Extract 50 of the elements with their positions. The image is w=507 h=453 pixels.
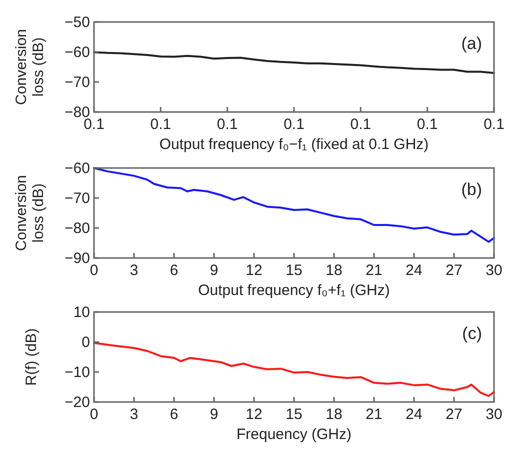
line-series xyxy=(93,342,495,397)
x-tick-label: 0.1 xyxy=(350,116,372,133)
x-tick-label: 6 xyxy=(170,262,178,279)
annotation: (c) xyxy=(462,324,482,343)
x-tick-label: 30 xyxy=(486,262,502,279)
x-axis-title: Frequency (GHz) xyxy=(236,426,352,443)
x-tick-label: 0.1 xyxy=(150,116,172,133)
x-tick-label: 12 xyxy=(246,406,262,423)
x-tick-label: 0.1 xyxy=(416,116,438,133)
y-tick-label: −70 xyxy=(64,190,90,207)
y-tick-label: −50 xyxy=(64,14,90,31)
x-tick-label: 0.1 xyxy=(216,116,238,133)
x-tick-label: 6 xyxy=(170,406,178,423)
y-tick-label: −60 xyxy=(64,44,90,61)
x-tick-label: 0.1 xyxy=(84,116,104,133)
x-tick-label: 24 xyxy=(406,262,422,279)
y-axis-title: R(f) (dB) xyxy=(23,328,40,386)
y-tick-label: −10 xyxy=(64,364,90,381)
y-tick-label: −90 xyxy=(64,250,90,267)
y-tick-label: −60 xyxy=(64,160,90,177)
y-axis-title: Conversion loss (dB) xyxy=(13,29,47,105)
x-axis-title: Output frequency f₀+f₁ (GHz) xyxy=(198,282,390,299)
y-tick-label: 10 xyxy=(73,304,90,321)
x-tick-label: 21 xyxy=(366,262,382,279)
x-tick-label: 3 xyxy=(130,406,138,423)
x-tick-label: 21 xyxy=(366,406,382,423)
x-tick-label: 0.1 xyxy=(484,116,504,133)
x-tick-label: 27 xyxy=(446,406,462,423)
x-tick-label: 15 xyxy=(286,406,302,423)
y-axis-title: Conversion loss (dB) xyxy=(13,175,47,251)
x-tick-label: 9 xyxy=(210,262,218,279)
line-series xyxy=(93,51,495,74)
x-tick-label: 15 xyxy=(286,262,302,279)
x-tick-label: 18 xyxy=(326,262,342,279)
x-axis-title: Output frequency f₀−f₁ (fixed at 0.1 GHz) xyxy=(159,136,429,153)
y-tick-label: −20 xyxy=(64,394,90,411)
line-series xyxy=(93,167,495,243)
x-tick-label: 18 xyxy=(326,406,342,423)
annotation: (b) xyxy=(461,180,482,199)
x-tick-label: 3 xyxy=(130,262,138,279)
x-tick-label: 9 xyxy=(210,406,218,423)
x-tick-label: 27 xyxy=(446,262,462,279)
x-tick-label: 24 xyxy=(406,406,422,423)
x-tick-label: 12 xyxy=(246,262,262,279)
y-tick-label: −70 xyxy=(64,74,90,91)
y-tick-label: −80 xyxy=(64,220,90,237)
x-tick-label: 0.1 xyxy=(284,116,304,133)
y-tick-label: 0 xyxy=(82,334,90,351)
annotation: (a) xyxy=(461,34,482,53)
x-tick-label: 30 xyxy=(486,406,502,423)
